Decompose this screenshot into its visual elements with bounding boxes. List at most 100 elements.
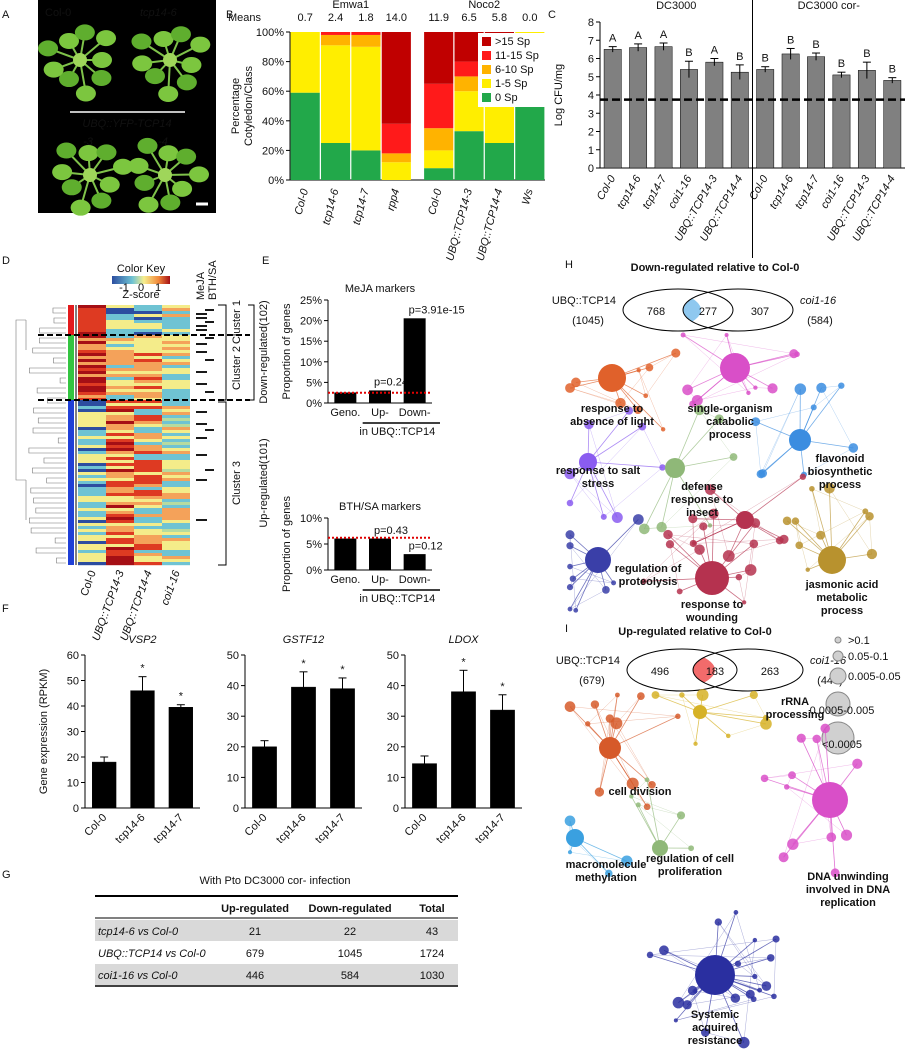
venn-label: UBQ::TCP14 bbox=[552, 295, 616, 307]
y-tick-label: 20% bbox=[262, 145, 284, 157]
term-label: stress bbox=[582, 478, 614, 490]
network-node bbox=[778, 852, 789, 863]
annotation: B bbox=[838, 58, 845, 70]
network-node bbox=[788, 771, 796, 780]
heatmap-cell bbox=[134, 326, 162, 330]
leaf bbox=[176, 74, 197, 91]
network-edge bbox=[699, 711, 767, 719]
heatmap-cell bbox=[106, 409, 134, 413]
heatmap-cell bbox=[134, 502, 162, 506]
photo-label: UBQ::YFP-TCP14 bbox=[82, 118, 171, 130]
bar-segment bbox=[424, 150, 454, 169]
heatmap-cell bbox=[134, 383, 162, 387]
x-tick-label: Up- bbox=[371, 574, 389, 586]
heatmap-cell bbox=[78, 412, 106, 416]
heatmap-cell bbox=[162, 550, 190, 554]
marker-column: MeJA bbox=[195, 271, 207, 300]
size-legend-circle bbox=[821, 721, 855, 755]
table-header: Up-regulated bbox=[221, 903, 289, 915]
heatmap-cell bbox=[106, 305, 134, 309]
network-node bbox=[760, 718, 772, 730]
heatmap-cell bbox=[162, 362, 190, 366]
heatmap-cell bbox=[162, 487, 190, 491]
leaf bbox=[52, 164, 73, 181]
dendrogram bbox=[33, 407, 66, 414]
network-node bbox=[865, 511, 874, 521]
network-node bbox=[753, 385, 758, 390]
heatmap-cell bbox=[78, 523, 106, 527]
bar bbox=[130, 690, 155, 809]
term-label: metabolic bbox=[816, 592, 867, 604]
panel-label: E bbox=[262, 255, 269, 267]
table-cell: 43 bbox=[426, 926, 438, 938]
dendrogram bbox=[32, 427, 66, 434]
leaf bbox=[38, 40, 59, 57]
table-title: With Pto DC3000 cor- infection bbox=[199, 875, 350, 887]
heatmap-cell bbox=[162, 463, 190, 467]
heatmap-cell bbox=[134, 550, 162, 554]
network-node bbox=[564, 815, 576, 827]
network-hub bbox=[693, 705, 707, 719]
panel-label: A bbox=[2, 9, 10, 21]
x-tick-label: Geno. bbox=[330, 407, 360, 419]
heatmap-cell bbox=[134, 562, 162, 566]
leaf bbox=[188, 166, 209, 183]
mean-label: 0.0 bbox=[522, 12, 537, 24]
network-node bbox=[852, 758, 863, 769]
heatmap-cell bbox=[78, 478, 106, 482]
leaf bbox=[158, 85, 179, 102]
heatmap-cell bbox=[134, 460, 162, 464]
annotation: B bbox=[787, 34, 794, 46]
dendrogram bbox=[46, 477, 66, 484]
heatmap-cell bbox=[78, 308, 106, 312]
heatmap-cell bbox=[134, 445, 162, 449]
network-node bbox=[663, 529, 673, 540]
network-edge bbox=[587, 461, 663, 468]
heatmap-cell bbox=[106, 448, 134, 452]
network-hub bbox=[598, 364, 626, 392]
chart-title: GSTF12 bbox=[283, 634, 325, 646]
network-node bbox=[567, 606, 573, 612]
bar bbox=[403, 318, 426, 404]
network-edge bbox=[649, 352, 676, 368]
network-edge bbox=[587, 716, 678, 725]
heatmap-cell bbox=[78, 541, 106, 545]
term-label: rRNA bbox=[781, 696, 809, 708]
heatmap-cell bbox=[78, 475, 106, 479]
heatmap-cell bbox=[106, 371, 134, 375]
legend-label: >15 Sp bbox=[495, 36, 530, 48]
heatmap-cell bbox=[106, 433, 134, 437]
x-tick-label: tcp14-6 bbox=[434, 812, 468, 846]
heatmap-cell bbox=[162, 454, 190, 458]
network-edge bbox=[675, 998, 754, 1021]
network-edge bbox=[762, 389, 801, 474]
heatmap-cell bbox=[78, 469, 106, 473]
heatmap-cell bbox=[162, 490, 190, 494]
photo-label: tcp14-6 bbox=[140, 7, 178, 19]
x-tick-label: Col-0 bbox=[403, 812, 430, 839]
bar-segment bbox=[454, 61, 484, 77]
network-edge bbox=[642, 426, 663, 468]
y-tick-label: 5% bbox=[306, 539, 322, 551]
size-legend-circle bbox=[829, 667, 847, 685]
y-tick-label: 7 bbox=[588, 35, 594, 47]
network-node bbox=[656, 521, 667, 533]
heatmap-cell bbox=[134, 341, 162, 345]
heatmap-cell bbox=[134, 529, 162, 533]
network-node bbox=[605, 714, 615, 723]
y-axis-label: Gene expression (RPKM) bbox=[38, 669, 50, 794]
network-edge bbox=[645, 352, 676, 396]
heatmap-cell bbox=[106, 538, 134, 542]
network-node bbox=[742, 600, 747, 605]
cluster-bar bbox=[68, 335, 74, 400]
heatmap-cell bbox=[106, 338, 134, 342]
network-edge bbox=[718, 921, 756, 977]
legend-label: 11-15 Sp bbox=[495, 50, 539, 62]
network-edge bbox=[699, 694, 754, 713]
network-edge bbox=[764, 763, 858, 779]
y-tick-label: 20 bbox=[227, 742, 239, 754]
heatmap-cell bbox=[134, 311, 162, 315]
table-cell: 1030 bbox=[420, 970, 444, 982]
network-node bbox=[782, 516, 792, 526]
heatmap-cell bbox=[106, 320, 134, 324]
